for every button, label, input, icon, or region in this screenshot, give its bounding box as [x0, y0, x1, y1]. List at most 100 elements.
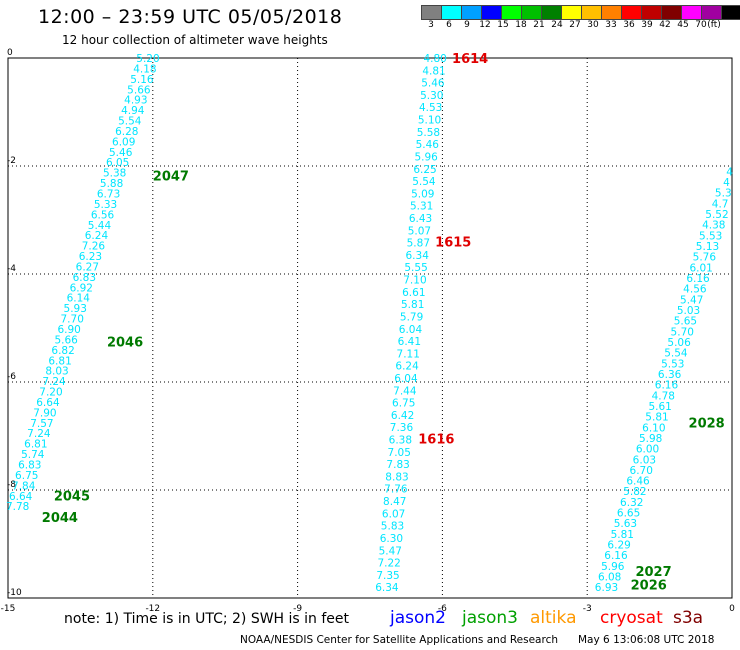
wave-height-label: 6.46	[626, 476, 650, 488]
wave-height-label: 5.20	[136, 53, 159, 65]
wave-height-label: 6.27	[76, 261, 99, 273]
pass-number-label: 2027	[635, 565, 671, 580]
y-tick-label: 0	[7, 48, 13, 58]
legend-label-3: 3	[428, 20, 434, 30]
wave-height-label: 5.07	[408, 225, 431, 237]
wave-height-label: 7.24	[42, 376, 66, 388]
wave-height-label: 6.43	[409, 213, 432, 225]
legend-label-42: 42	[659, 20, 671, 30]
x-tick-label: 0	[729, 604, 735, 614]
wave-height-label: 5.52	[705, 209, 728, 221]
wave-height-label: 7.36	[390, 422, 414, 434]
wave-height-label: 5.63	[614, 518, 637, 530]
satellite-s3a: s3a	[673, 608, 704, 628]
x-tick-label: -12	[145, 604, 160, 614]
wave-height-label: 6.14	[67, 293, 91, 305]
wave-height-label: 6.32	[620, 497, 643, 509]
wave-height-label: 4.93	[124, 95, 147, 107]
wave-height-label: 7.57	[30, 418, 53, 430]
timestamp: May 6 13:06:08 UTC 2018	[578, 634, 715, 646]
wave-height-label: 5.16	[130, 74, 154, 86]
wave-height-label: 4	[723, 177, 730, 189]
wave-height-label: 7.84	[12, 480, 36, 492]
legend-label-24: 24	[551, 20, 563, 30]
wave-height-label: 6.00	[636, 444, 659, 456]
wave-height-label: 6.10	[642, 422, 665, 434]
wave-height-label: 5.54	[412, 176, 436, 188]
wave-height-label: 6.92	[70, 282, 93, 294]
wave-height-label: 5.83	[381, 521, 404, 533]
wave-height-label: 6.01	[689, 262, 712, 274]
wave-height-label: 7.78	[6, 501, 29, 513]
wave-height-label: 5.65	[674, 316, 697, 328]
wave-height-label: 8.47	[383, 496, 406, 508]
legend-label-70: 70	[695, 20, 707, 30]
wave-height-label: 6.04	[394, 373, 418, 385]
wave-height-label: 6.24	[395, 361, 419, 373]
wave-height-label: 6.16	[604, 550, 628, 562]
wave-height-label: 5.98	[639, 433, 662, 445]
wave-height-label: 5.58	[417, 127, 440, 139]
wave-height-label: 4.38	[702, 220, 725, 232]
wave-height-label: 6.75	[392, 398, 415, 410]
wave-height-label: 7.83	[386, 459, 409, 471]
pass-number-label: 2044	[42, 511, 78, 526]
wave-height-label: 7.44	[393, 385, 417, 397]
legend-unit: (ft)	[707, 20, 721, 30]
wave-height-label: 6.34	[375, 582, 399, 594]
pass-number-label: 1614	[452, 52, 488, 67]
legend-label-27: 27	[569, 20, 581, 30]
wave-height-label: 4.53	[419, 102, 442, 114]
legend-label-30: 30	[587, 20, 599, 30]
legend-label-12: 12	[479, 20, 491, 30]
wave-height-label: 6.41	[398, 336, 421, 348]
wave-height-label: 5.10	[418, 115, 441, 127]
wave-height-label: 6.16	[686, 273, 710, 285]
wave-height-label: 6.04	[399, 324, 423, 336]
wave-height-label: 6.93	[595, 582, 618, 594]
wave-height-label: 5.93	[64, 303, 87, 315]
wave-height-label: 7.70	[61, 314, 84, 326]
wave-height-label: 4.56	[683, 284, 707, 296]
footer-note: note: 1) Time is in UTC; 2) SWH is in fe…	[64, 611, 350, 627]
pass-number-label: 2026	[631, 579, 667, 594]
legend-swatch-70	[721, 5, 740, 20]
wave-height-label: 6.83	[18, 460, 41, 472]
wave-height-label: 5.54	[664, 348, 688, 360]
wave-height-label: 6.61	[402, 287, 425, 299]
wave-height-label: 5.47	[680, 294, 703, 306]
wave-height-label: 4.80	[423, 53, 446, 65]
wave-height-label: 5.46	[421, 78, 445, 90]
wave-height-label: 4.94	[121, 105, 145, 117]
wave-height-label: 5.61	[648, 401, 671, 413]
legend-label-39: 39	[641, 20, 653, 30]
wave-height-label: 5.46	[416, 139, 440, 151]
y-tick-label: -4	[7, 264, 16, 274]
wave-height-label: 5.87	[407, 238, 430, 250]
wave-height-label: 4.81	[422, 65, 445, 77]
pass-number-label: 2046	[107, 336, 143, 351]
wave-height-label: 6.34	[406, 250, 430, 262]
y-tick-label: -6	[7, 372, 16, 382]
wave-height-label: 7.11	[397, 348, 420, 360]
satellite-jason2: jason2	[390, 608, 446, 628]
color-legend	[421, 5, 740, 20]
wave-height-label: 6.07	[382, 508, 405, 520]
wave-height-label: 4.18	[133, 63, 156, 75]
wave-height-label: 6.25	[413, 164, 436, 176]
satellite-jason3: jason3	[462, 608, 518, 628]
wave-height-label: 6.08	[598, 572, 621, 584]
wave-height-label: 5.81	[645, 412, 668, 424]
wave-height-label: 6.82	[51, 345, 74, 357]
chart-subtitle: 12 hour collection of altimeter wave hei…	[62, 33, 328, 47]
wave-height-label: 6.30	[380, 533, 403, 545]
wave-height-label: 7.90	[33, 407, 56, 419]
wave-height-label: 7.05	[388, 447, 411, 459]
wave-height-label: 6.70	[630, 465, 653, 477]
wave-height-label: 6.36	[658, 369, 682, 381]
wave-height-label: 8.83	[385, 471, 408, 483]
pass-number-label: 2028	[689, 417, 725, 432]
wave-height-label: 5.44	[88, 220, 112, 232]
wave-height-label: 7.26	[82, 241, 106, 253]
wave-height-label: 5.88	[100, 178, 123, 190]
